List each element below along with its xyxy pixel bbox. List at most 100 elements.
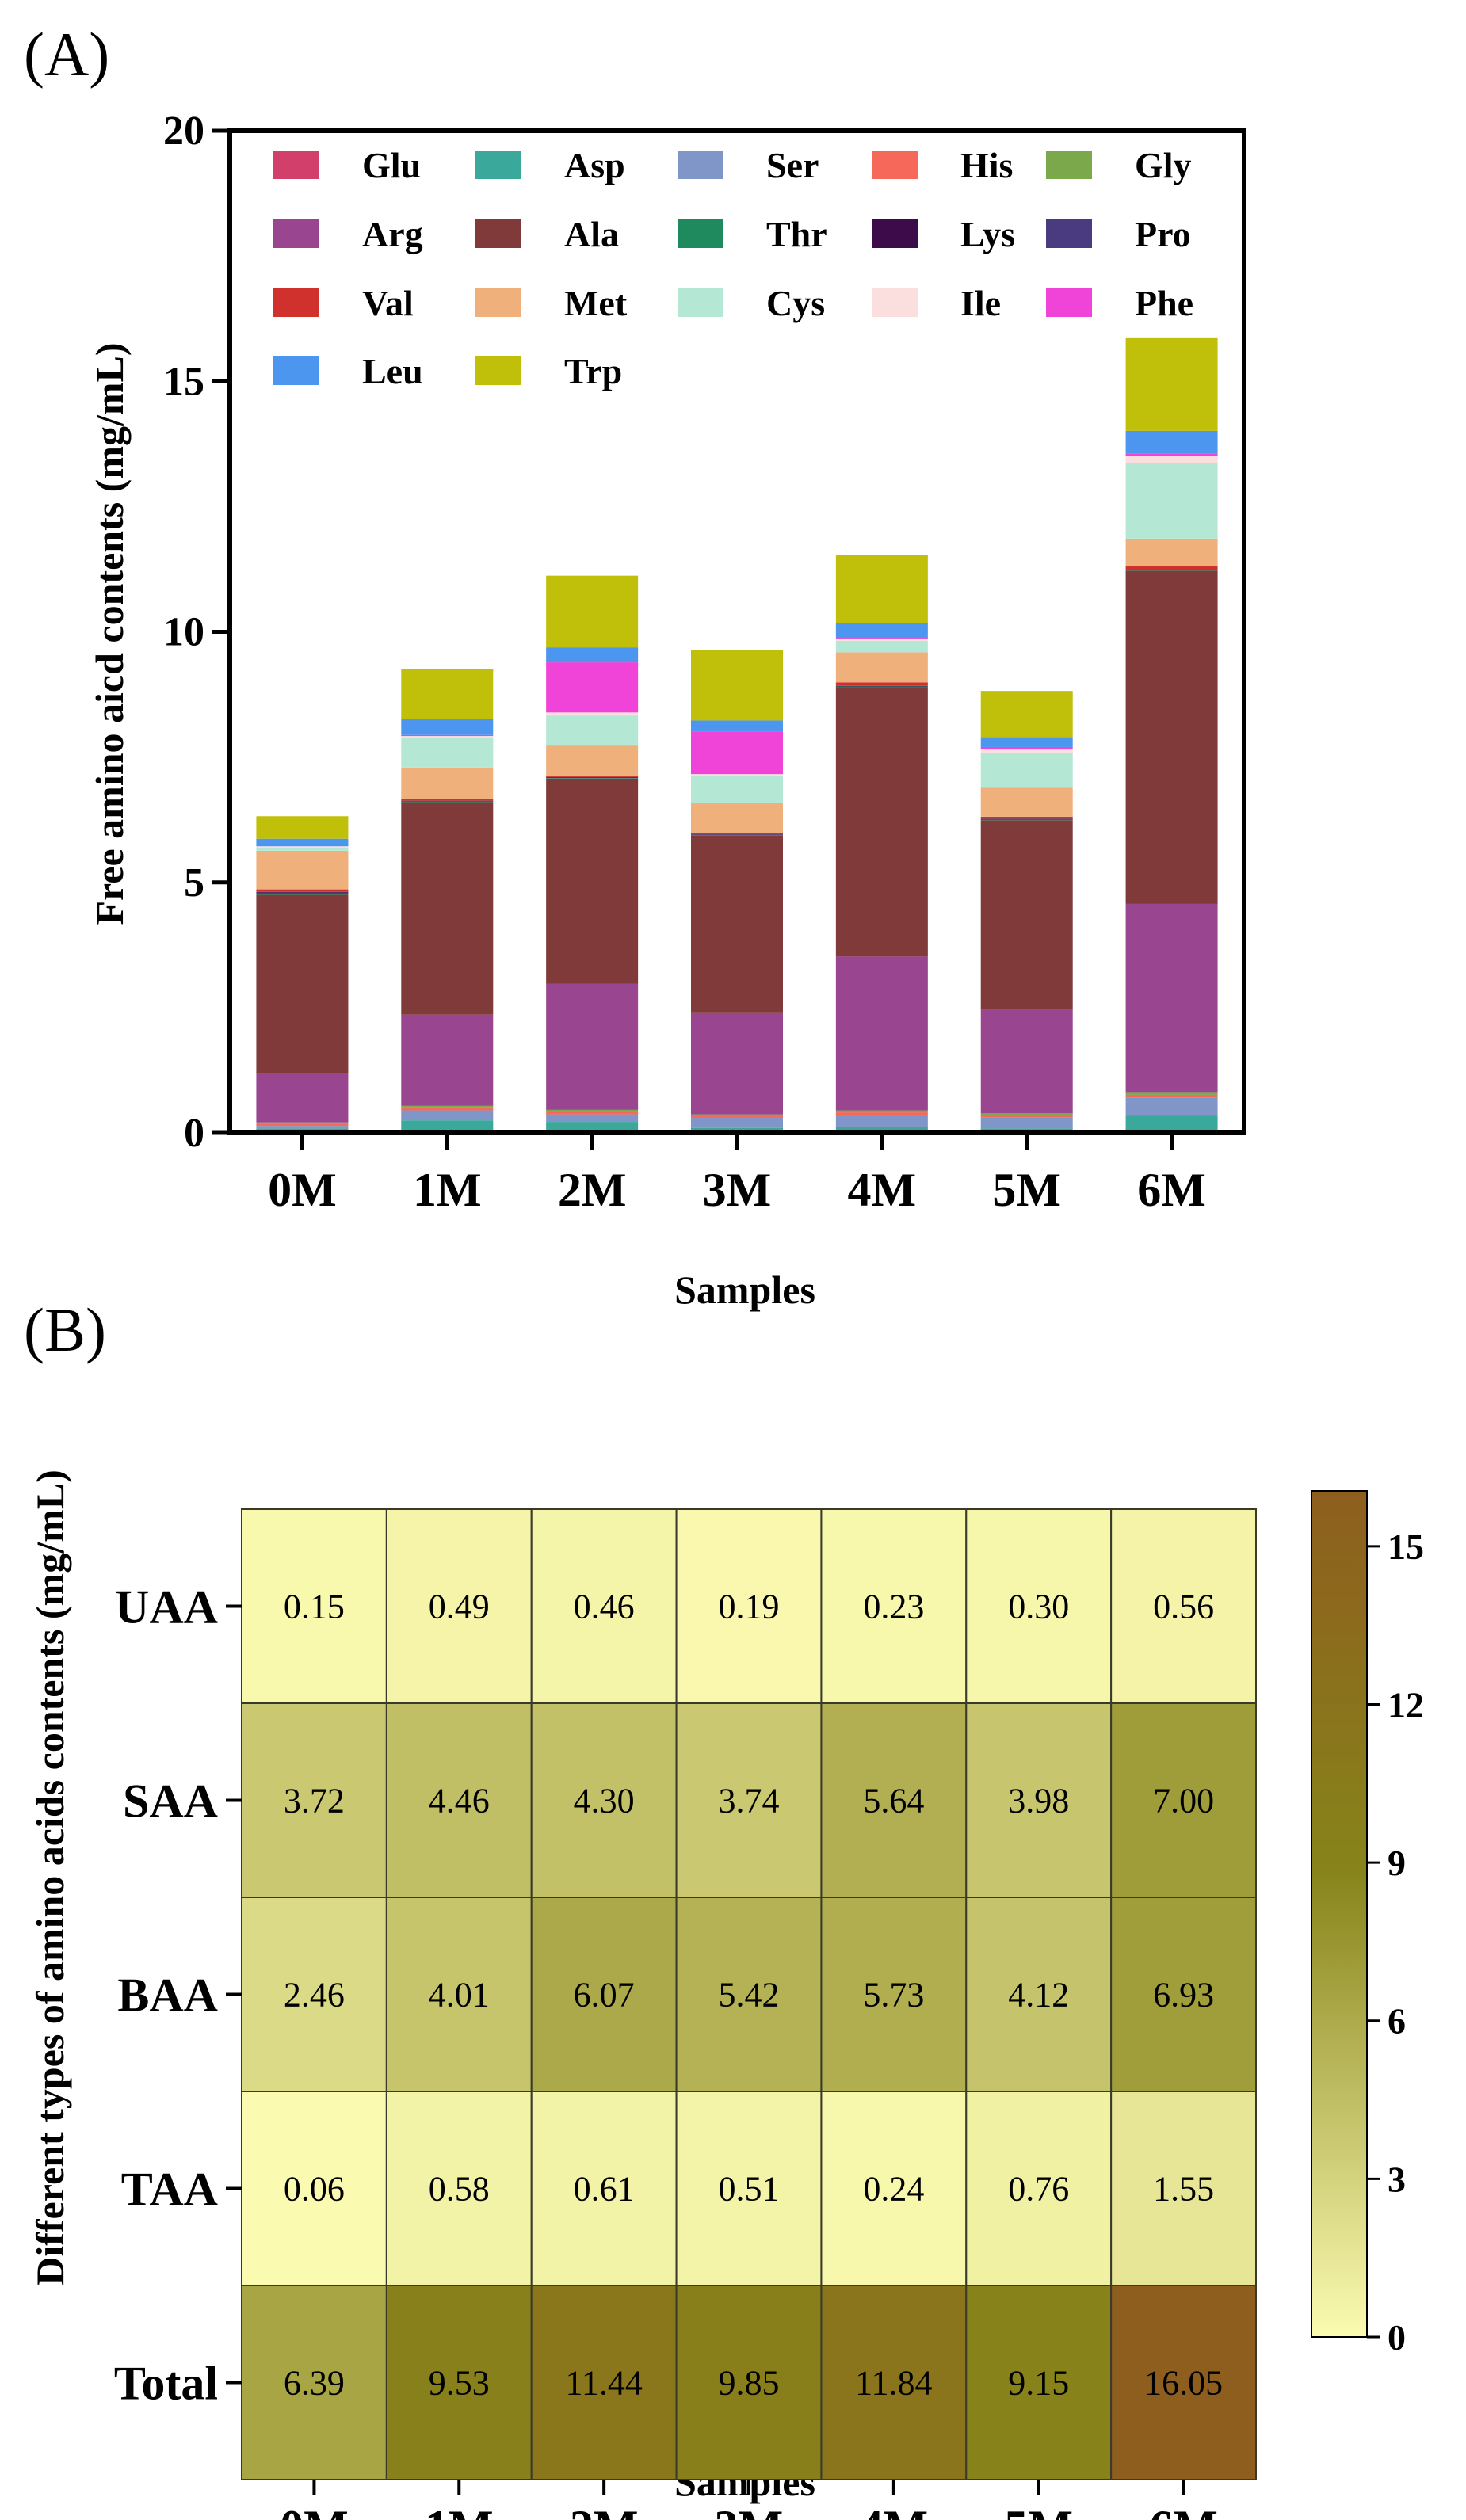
heatmap-cell-value: 9.53 bbox=[429, 2364, 490, 2403]
bar-segment-asp bbox=[256, 1128, 349, 1130]
bar-segment-trp bbox=[691, 650, 783, 721]
bar-segment-phe bbox=[980, 746, 1073, 750]
heatmap-cell bbox=[1110, 1702, 1257, 1898]
heatmap-column-label: 3M bbox=[715, 2501, 784, 2520]
heatmap-cell bbox=[1110, 2091, 1257, 2286]
bar-segment-trp bbox=[980, 691, 1073, 738]
x-ticks: 0M 1M 2M 3M 4M 5M 6M bbox=[268, 1133, 1206, 1216]
bar-segment-cys bbox=[256, 848, 349, 851]
bar-segment-asp bbox=[1125, 1115, 1218, 1130]
bar-segment-ile bbox=[546, 712, 639, 716]
bar-segment-leu bbox=[546, 647, 639, 663]
bar-segment-leu bbox=[1125, 430, 1218, 454]
bar-segment-asp bbox=[835, 1127, 928, 1130]
bar-segment-trp bbox=[401, 669, 494, 719]
legend-label: Ile bbox=[960, 283, 1001, 323]
bar-segment-cys bbox=[546, 715, 639, 746]
bar-segment-his bbox=[546, 1111, 639, 1115]
heatmap-cell bbox=[241, 1702, 387, 1898]
bar-segment-phe bbox=[1125, 453, 1218, 456]
bar-segment-ser bbox=[691, 1118, 783, 1128]
legend-swatch-ile bbox=[872, 288, 918, 317]
legend-swatch-lys bbox=[872, 219, 918, 248]
bar-segment-his bbox=[691, 1115, 783, 1119]
x-tick-label: 1M bbox=[413, 1164, 482, 1216]
bar-segment-phe bbox=[835, 638, 928, 639]
heatmap-cell-value: 0.51 bbox=[719, 2170, 780, 2209]
heatmap-cell bbox=[530, 1897, 678, 2092]
bar-segment-gly bbox=[980, 1113, 1073, 1115]
legend-swatch-his bbox=[872, 151, 918, 179]
bar-segment-asp bbox=[691, 1127, 783, 1130]
bar-segment-ser bbox=[546, 1114, 639, 1123]
plot-frame bbox=[227, 128, 1246, 1135]
bar-segment-gly bbox=[1125, 1092, 1218, 1095]
y-axis-title: Free amino aicd contents (mg/mL) bbox=[87, 342, 132, 925]
bar-segment-ser bbox=[835, 1115, 928, 1127]
heatmap-cell bbox=[675, 1702, 823, 1898]
heatmap-cell-value: 5.42 bbox=[719, 1976, 780, 2015]
bar-segment-lys bbox=[256, 892, 349, 894]
bar-segment-phe bbox=[401, 734, 494, 737]
bar-segment-ala bbox=[401, 802, 494, 1015]
bar-segment-cys bbox=[691, 776, 783, 803]
heatmap-cell-value: 11.44 bbox=[565, 2364, 642, 2403]
colorbar bbox=[1311, 1490, 1368, 2338]
heatmap-cell-value: 3.98 bbox=[1008, 1782, 1069, 1820]
bar-segment-lys bbox=[546, 777, 639, 779]
bar-segment-ala bbox=[691, 835, 783, 1013]
bar-segment-arg bbox=[546, 983, 639, 1110]
bar-stacks bbox=[256, 337, 1218, 1133]
legend-swatch-val bbox=[273, 288, 319, 317]
bar-segment-ala bbox=[256, 894, 349, 1073]
bar-segment-ser bbox=[980, 1117, 1073, 1129]
heatmap-cell bbox=[530, 1702, 678, 1898]
bar-segment-ala bbox=[835, 687, 928, 957]
legend-swatch-phe bbox=[1046, 288, 1092, 317]
x-tick-label: 0M bbox=[268, 1164, 337, 1216]
bar-segment-leu bbox=[401, 719, 494, 735]
x-tick-label: 6M bbox=[1137, 1164, 1206, 1216]
legend-swatch-met bbox=[475, 288, 521, 317]
bar-segment-ser bbox=[256, 1126, 349, 1129]
bar-segment-val bbox=[256, 889, 349, 892]
heatmap-row-labels: UAA SAA BAA TAA Total bbox=[114, 1581, 242, 2410]
legend: Glu Asp Ser His Gly Arg Ala Thr Lys Pro Val Met Cys I… bbox=[273, 145, 1193, 391]
bar-segment-ile bbox=[980, 749, 1073, 753]
legend-label: Asp bbox=[564, 145, 625, 185]
legend-label: Ala bbox=[564, 214, 619, 254]
x-tick-label: 4M bbox=[848, 1164, 917, 1216]
heatmap-cell-value: 0.23 bbox=[863, 1588, 924, 1626]
heatmap-row-label: Total bbox=[114, 2358, 218, 2410]
heatmap-cell-value: 4.30 bbox=[574, 1782, 635, 1820]
legend-label: Arg bbox=[362, 214, 423, 254]
bar-segment-thr bbox=[546, 778, 639, 779]
x-axis-title: Samples bbox=[674, 1268, 815, 1312]
panel-a-label: (A) bbox=[24, 20, 109, 89]
bar-segment-arg bbox=[980, 1009, 1073, 1114]
bar-segment-ala bbox=[1125, 570, 1218, 904]
heatmap-cell-value: 6.39 bbox=[284, 2364, 345, 2403]
bar-segment-ile bbox=[835, 639, 928, 641]
bar-segment-leu bbox=[835, 623, 928, 639]
colorbar-tick-label: 15 bbox=[1388, 1527, 1424, 1567]
bar-segment-gly bbox=[691, 1114, 783, 1116]
bar-segment-asp bbox=[546, 1122, 639, 1130]
legend-label: Gly bbox=[1135, 145, 1192, 185]
bar-segment-thr bbox=[835, 686, 928, 688]
heatmap-column-label: 2M bbox=[570, 2501, 639, 2520]
heatmap-cell-value: 5.64 bbox=[863, 1782, 924, 1820]
heatmap-cell-value: 9.85 bbox=[719, 2364, 780, 2403]
bar-segment-arg bbox=[691, 1012, 783, 1115]
legend-label: Met bbox=[564, 283, 628, 323]
legend-swatch-arg bbox=[273, 219, 319, 248]
bar-segment-val bbox=[546, 776, 639, 777]
heatmap-cell-value: 0.24 bbox=[863, 2170, 924, 2209]
heatmap-cell bbox=[385, 1702, 533, 1898]
heatmap-cell-value: 0.61 bbox=[574, 2170, 635, 2209]
legend-swatch-asp bbox=[475, 151, 521, 179]
stacked-bar-chart: (A) Free amino aicd contents (mg/mL) Sam… bbox=[24, 20, 1246, 1312]
bar-segment-his bbox=[256, 1123, 349, 1127]
bar-segment-lys bbox=[980, 819, 1073, 820]
bar-segment-pro bbox=[980, 818, 1073, 820]
